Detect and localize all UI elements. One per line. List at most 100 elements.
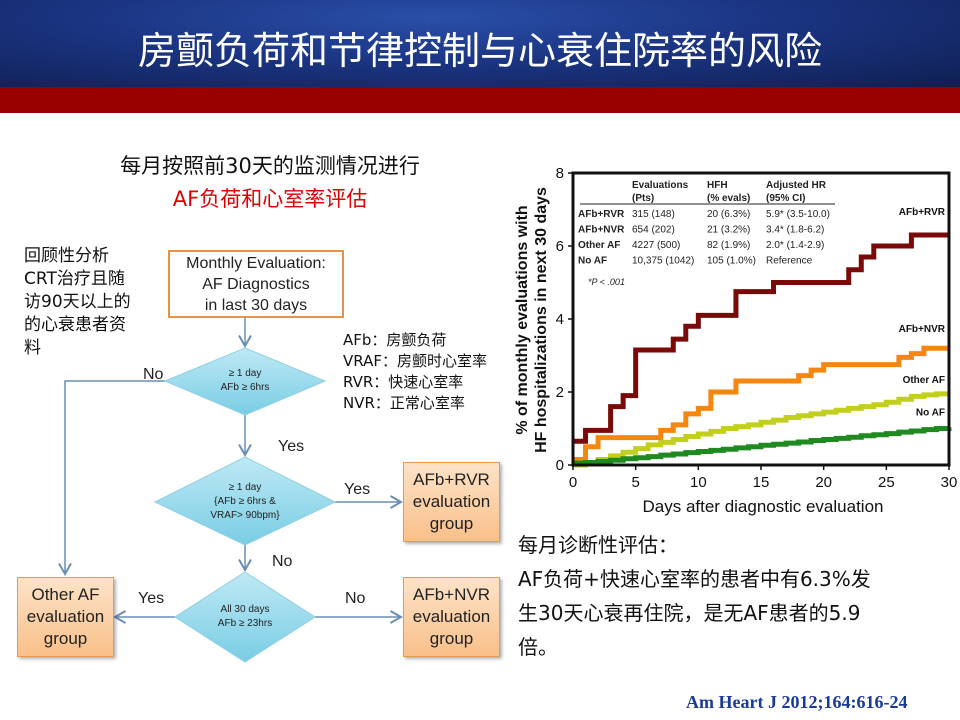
table-cell: AFb+NVR [578, 225, 625, 236]
table-cell: 82 (1.9%) [707, 240, 750, 251]
box-line: AFb+RVR [413, 470, 490, 489]
table-cell: Other AF [578, 240, 620, 251]
decision-2-text: ≥ 1 day {AFb ≥ 6hrs & VRAF> 90bpm} [190, 481, 300, 523]
box-line: evaluation [26, 607, 105, 626]
series-line-afb-rvr [573, 232, 949, 444]
box-line: evaluation [412, 492, 491, 511]
table-cell: 20 (6.3%) [707, 209, 750, 220]
y-axis-label-line1: % of monthly evaluations with [514, 205, 531, 434]
start-box: Monthly Evaluation: AF Diagnostics in last… [168, 250, 344, 318]
x-tick-label: 10 [690, 474, 707, 491]
subtitle-line2: AF负荷和心室率评估 [172, 187, 368, 211]
text-line: VRAF> 90bpm} [210, 510, 280, 521]
series-line-other-af [573, 391, 949, 468]
note-line: 的心衰患者资 [24, 315, 126, 335]
box-line: AFb+NVR [412, 585, 490, 604]
conclusion-line: 生30天心衰再住院，是无AF患者的5.9 [518, 601, 861, 625]
box-line: group [429, 629, 474, 648]
series-line-afb-nvr [573, 345, 949, 463]
x-tick-label: 25 [878, 474, 895, 491]
table-header: HFH [707, 180, 728, 191]
y-tick-label: 2 [556, 384, 564, 401]
d3-no-label: No [345, 590, 366, 607]
d2-no-label: No [272, 553, 293, 570]
subtitle-line1: 每月按照前30天的监测情况进行 [120, 154, 420, 178]
conclusion-line: 每月诊断性评估： [518, 533, 678, 557]
box-line: group [429, 514, 474, 533]
other-af-group-box: Other AF evaluation group [17, 577, 114, 657]
box-line: in last 30 days [204, 296, 308, 314]
table-header: Evaluations [632, 180, 689, 191]
d2-yes-label: Yes [344, 481, 371, 498]
table-header: (95% CI) [766, 193, 805, 204]
abbr-line: RVR：快速心室率 [343, 373, 464, 391]
table-cell: Reference [766, 256, 813, 267]
connector [58, 380, 165, 576]
y-tick-label: 0 [556, 457, 564, 474]
series-label: Other AF [903, 375, 945, 386]
study-note: 回顾性分析 CRT治疗且随 访90天以上的 的心衰患者资 料 [24, 245, 131, 360]
table-header: Adjusted HR [766, 180, 827, 191]
d1-yes-label: Yes [278, 438, 305, 455]
text-line: {AFb ≥ 6hrs & [214, 496, 276, 507]
decision-diamond-2 [153, 456, 337, 546]
abbr-line: AFb：房颤负荷 [343, 331, 447, 349]
table-cell: 10,375 (1042) [632, 256, 694, 267]
citation: Am Heart J 2012;164:616-24 [686, 692, 908, 712]
x-tick-label: 5 [631, 474, 639, 491]
box-line: AF Diagnostics [202, 275, 310, 293]
table-cell: AFb+RVR [578, 209, 625, 220]
table-cell: 654 (202) [632, 225, 675, 236]
decision-diamond-1 [163, 347, 327, 416]
table-cell: 2.0* (1.4-2.9) [766, 240, 824, 251]
y-tick-label: 8 [556, 165, 564, 182]
abbreviation-legend: AFb：房颤负荷 VRAF：房颤时心室率 RVR：快速心室率 NVR：正常心室率 [343, 330, 487, 414]
table-cell: 315 (148) [632, 209, 675, 220]
table-cell: 21 (3.2%) [707, 225, 750, 236]
x-tick-label: 30 [941, 474, 958, 491]
note-line: CRT治疗且随 [24, 269, 125, 289]
y-axis-label-line2: HF hospitalizations in next 30 days [533, 187, 550, 453]
note-line: 料 [24, 338, 41, 358]
accent-bar [0, 87, 960, 113]
table-cell: 3.4* (1.8-6.2) [766, 225, 824, 236]
x-tick-label: 20 [815, 474, 832, 491]
decision-1-text: ≥ 1 day AFb ≥ 6hrs [195, 367, 295, 395]
d3-yes-label: Yes [138, 590, 165, 607]
decision-diamond-3 [174, 571, 316, 663]
y-tick-label: 6 [556, 238, 564, 255]
conclusion-line: AF负荷+快速心室率的患者中有6.3%发 [518, 567, 871, 591]
series-label: No AF [916, 408, 945, 419]
series-line-no-af [573, 426, 952, 466]
table-cell: No AF [578, 256, 607, 267]
text-line: ≥ 1 day [228, 368, 262, 379]
table-footnote: *P < .001 [588, 277, 625, 287]
slide-title: 房颤负荷和节律控制与心衰住院率的风险 [137, 29, 822, 73]
table-cell: 105 (1.0%) [707, 256, 756, 267]
table-cell: 4227 (500) [632, 240, 680, 251]
x-tick-label: 0 [569, 474, 577, 491]
box-line: evaluation [412, 607, 491, 626]
note-line: 回顾性分析 [24, 246, 109, 266]
afb-nvr-group-box: AFb+NVR evaluation group [403, 577, 500, 657]
table-header: (% evals) [707, 193, 750, 204]
box-line: Other AF [31, 585, 100, 604]
text-line: AFb ≥ 23hrs [217, 618, 273, 629]
box-line: Monthly Evaluation: [186, 254, 326, 272]
x-tick-label: 15 [753, 474, 770, 491]
table-header: (Pts) [632, 193, 654, 204]
text-line: All 30 days [220, 604, 270, 615]
y-tick-label: 4 [556, 311, 564, 328]
afb-rvr-group-box: AFb+RVR evaluation group [403, 462, 500, 542]
d1-no-label: No [143, 366, 164, 383]
conclusion-line: 倍。 [518, 635, 558, 659]
abbr-line: NVR：正常心室率 [343, 394, 465, 412]
conclusion: 每月诊断性评估： AF负荷+快速心室率的患者中有6.3%发 生30天心衰再住院，… [518, 528, 871, 664]
decision-3-text: All 30 days AFb ≥ 23hrs [195, 603, 295, 631]
series-label: AFb+RVR [899, 207, 946, 218]
series-label: AFb+NVR [899, 324, 946, 335]
x-axis-label: Days after diagnostic evaluation [643, 497, 884, 516]
box-line: group [43, 629, 88, 648]
